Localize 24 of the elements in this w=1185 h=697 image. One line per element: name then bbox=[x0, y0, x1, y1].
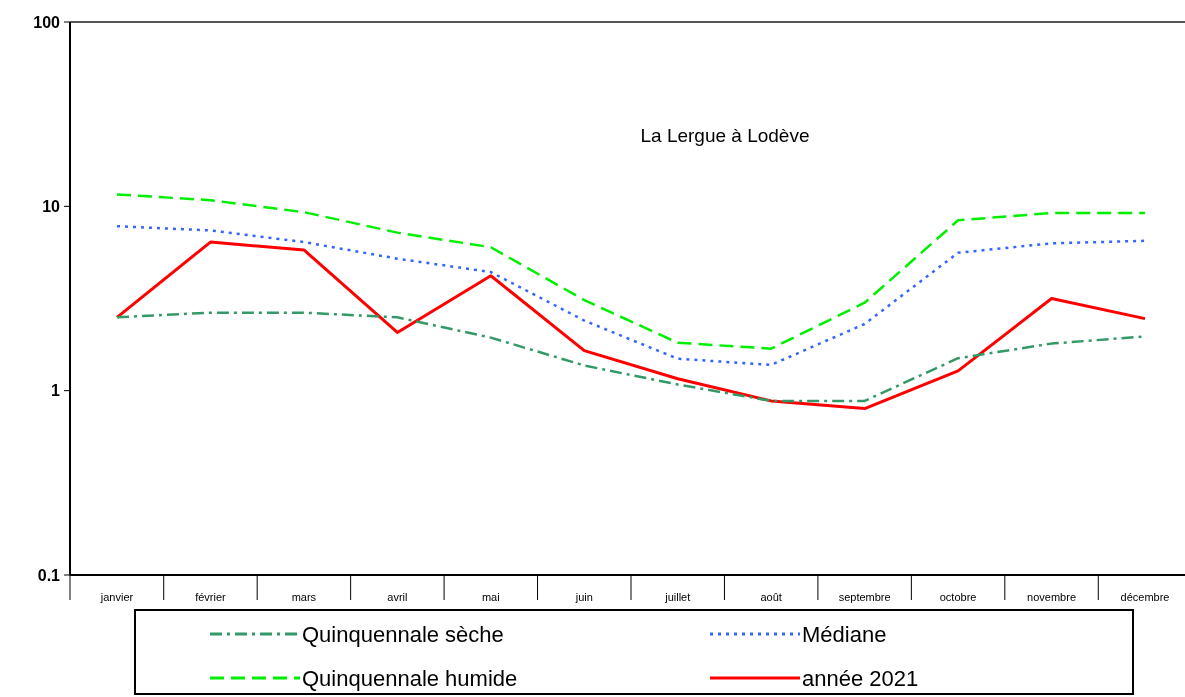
x-tick-label: octobre bbox=[939, 591, 977, 603]
y-tick-label: 0.1 bbox=[37, 566, 61, 584]
y-tick-label: 100 bbox=[33, 13, 61, 31]
legend-label: Quinquennale sèche bbox=[302, 621, 504, 647]
x-tick-label: janvier bbox=[99, 591, 134, 603]
x-tick-label: juin bbox=[574, 591, 593, 603]
x-tick-label: mars bbox=[291, 591, 317, 603]
line-series bbox=[115, 193, 1147, 350]
x-tick-label: septembre bbox=[838, 591, 891, 603]
x-tick-label: décembre bbox=[1120, 591, 1170, 603]
legend-label: année 2021 bbox=[802, 665, 919, 691]
line-series bbox=[115, 224, 1147, 367]
legend-label: Médiane bbox=[802, 621, 887, 647]
x-tick-label: juillet bbox=[664, 591, 691, 603]
y-tick-label: 10 bbox=[42, 197, 61, 215]
line-series bbox=[115, 240, 1147, 411]
x-tick-label: mai bbox=[481, 591, 500, 603]
y-tick-label: 1 bbox=[51, 382, 61, 400]
legend-label: Quinquennale humide bbox=[302, 665, 518, 691]
x-tick-label: février bbox=[195, 591, 227, 603]
text: La Lergue à Lodève bbox=[640, 125, 810, 146]
x-tick-label: novembre bbox=[1027, 591, 1077, 603]
x-tick-label: août bbox=[760, 591, 782, 603]
x-tick-label: avril bbox=[387, 591, 408, 603]
